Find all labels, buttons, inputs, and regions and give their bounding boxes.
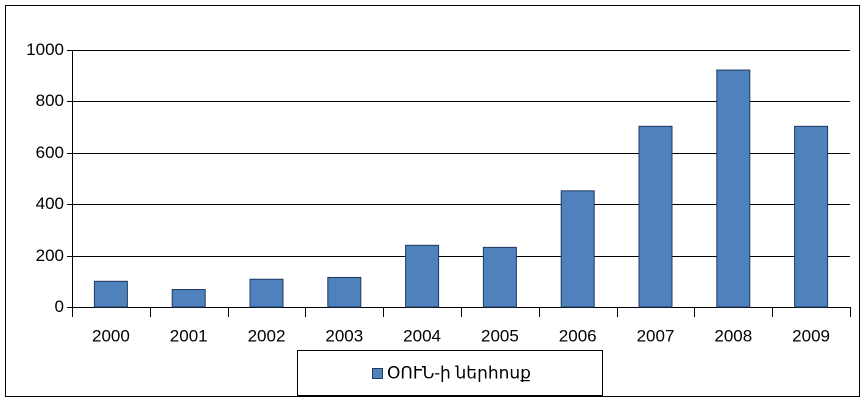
x-tick-label: 2008 xyxy=(714,326,752,345)
bar xyxy=(171,289,206,308)
x-tick-label: 2004 xyxy=(403,326,441,345)
legend-swatch xyxy=(372,368,383,379)
x-tick-label: 2003 xyxy=(325,326,363,345)
bar xyxy=(249,278,284,308)
x-tick-label: 2009 xyxy=(792,326,830,345)
bar xyxy=(560,190,595,308)
legend-label: ՕՈՒՆ-ի ներհոսք xyxy=(387,363,531,382)
bar xyxy=(327,276,362,308)
bar xyxy=(638,125,673,308)
bar xyxy=(405,244,440,308)
y-tick-label: 800 xyxy=(36,91,64,110)
x-tick-label: 2006 xyxy=(559,326,597,345)
x-tick-label: 2007 xyxy=(637,326,675,345)
bar xyxy=(716,69,751,308)
bar xyxy=(794,125,829,308)
bar xyxy=(93,280,128,308)
x-tick-label: 2000 xyxy=(92,326,130,345)
legend-box xyxy=(297,350,603,396)
y-tick-label: 200 xyxy=(36,246,64,265)
bar xyxy=(482,246,517,308)
x-tick-label: 2001 xyxy=(170,326,208,345)
y-tick-label: 600 xyxy=(36,143,64,162)
x-tick-label: 2005 xyxy=(481,326,519,345)
y-tick-label: 1000 xyxy=(26,40,64,59)
x-tick-label: 2002 xyxy=(248,326,286,345)
y-tick-label: 0 xyxy=(55,297,64,316)
y-tick-label: 400 xyxy=(36,194,64,213)
